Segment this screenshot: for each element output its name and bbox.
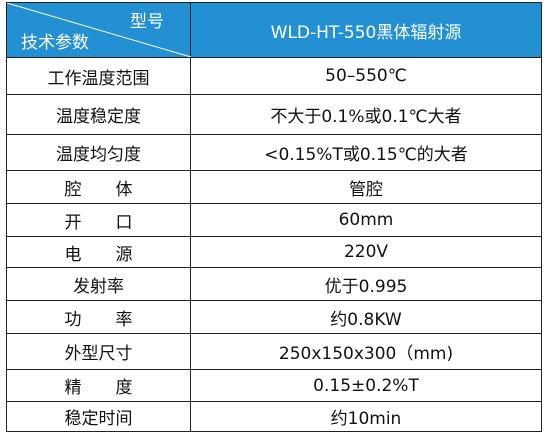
param-value: 约10min (190, 401, 542, 432)
param-value: 优于0.995 (190, 267, 542, 301)
param-value: <0.15%T或0.15℃的大者 (190, 134, 542, 171)
spec-row: 腔 体管腔 (6, 170, 542, 204)
model-label: 型号 (130, 12, 164, 32)
param-name: 发射率 (6, 267, 191, 301)
spec-row: 温度稳定度 不大于0.1%或0.1℃大者 (6, 94, 542, 135)
param-name: 开 口 (6, 203, 191, 237)
param-name: 腔 体 (6, 170, 191, 204)
param-value: 不大于0.1%或0.1℃大者 (190, 94, 542, 135)
param-name: 电 源 (6, 236, 191, 268)
param-name: 工作温度范围 (6, 57, 191, 95)
spec-row: 稳定时间 约10min (6, 401, 542, 432)
param-value: 220V (190, 236, 542, 268)
spec-row: 精 度 0.15±0.2%T (6, 369, 542, 402)
spec-row: 发射率 优于0.995 (6, 267, 542, 301)
spec-table: 型号 技术参数 WLD-HT-550黑体辐射源 工作温度范围 50–550℃ 温度稳… (6, 2, 542, 432)
param-name: 外型尺寸 (6, 333, 191, 370)
param-name: 稳定时间 (6, 401, 191, 432)
param-value: 250x150x300（mm) (190, 333, 542, 370)
spec-row: 开 口 60mm (6, 203, 542, 237)
param-value: 50–550℃ (190, 57, 542, 95)
param-label: 技术参数 (21, 33, 89, 53)
param-name: 温度均匀度 (6, 134, 191, 171)
param-value: 0.15±0.2%T (190, 369, 542, 402)
param-name: 精 度 (6, 369, 191, 402)
header-title: WLD-HT-550黑体辐射源 (190, 2, 542, 58)
spec-row: 温度均匀度 <0.15%T或0.15℃的大者 (6, 134, 542, 171)
diagonal-header-cell: 型号 技术参数 (6, 2, 191, 58)
spec-row: 功 率约0.8KW (6, 300, 542, 334)
param-name: 温度稳定度 (6, 94, 191, 135)
spec-row: 工作温度范围 50–550℃ (6, 57, 542, 95)
spec-row: 外型尺寸 250x150x300（mm) (6, 333, 542, 370)
param-name: 功 率 (6, 300, 191, 334)
param-value: 管腔 (190, 170, 542, 204)
header-row: 型号 技术参数 WLD-HT-550黑体辐射源 (6, 2, 542, 58)
spec-row: 电 源 220V (6, 236, 542, 268)
diagonal-line (7, 3, 191, 57)
param-value: 60mm (190, 203, 542, 237)
param-value: 约0.8KW (190, 300, 542, 334)
